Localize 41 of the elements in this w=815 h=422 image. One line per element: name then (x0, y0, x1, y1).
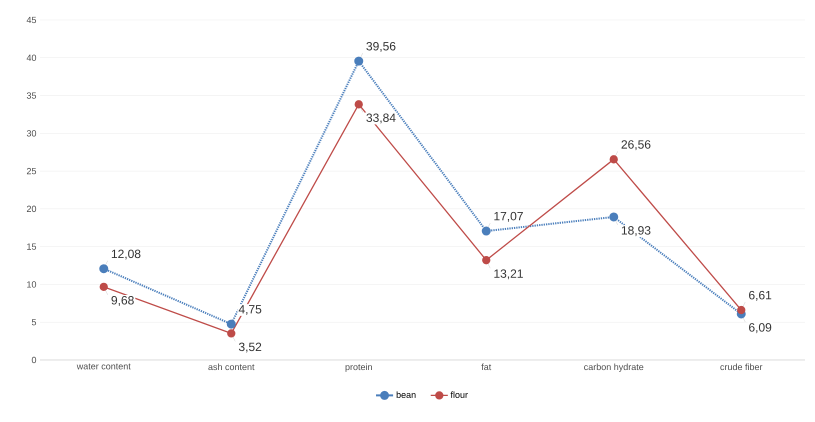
x-tick-label: fat (481, 364, 492, 370)
data-label: 17,07 (494, 212, 523, 222)
data-label: 26,56 (622, 140, 650, 150)
y-tick-label: 10 (27, 281, 36, 288)
x-tick-label: carbon hydrate (584, 364, 644, 372)
x-tick-label: protein (346, 364, 372, 372)
point (482, 226, 491, 236)
point (354, 100, 363, 108)
data-label: 13,21 (494, 269, 523, 280)
legend-label: bean (396, 391, 416, 398)
y-tick-label: 30 (26, 130, 36, 137)
point (737, 306, 746, 314)
data-label: 39,56 (366, 42, 396, 52)
data-label: 4,75 (238, 305, 262, 315)
y-tick-label: 5 (32, 319, 36, 326)
point (226, 320, 236, 329)
y-tick-label: 20 (26, 206, 36, 212)
legend-label: flour (450, 391, 468, 398)
x-tick-label: crude fiber (720, 364, 762, 370)
point (227, 329, 236, 338)
x-tick-label: ash content (208, 364, 254, 370)
point (100, 282, 108, 291)
y-tick-label: 45 (26, 16, 36, 24)
data-label: 9,68 (112, 296, 134, 306)
data-label: 6,09 (749, 323, 772, 334)
data-label: 12,08 (112, 250, 140, 260)
point (610, 155, 618, 164)
point (354, 56, 364, 66)
y-tick-label: 35 (26, 92, 36, 99)
point (482, 256, 490, 264)
data-label: 18,93 (622, 226, 650, 236)
data-label: 3,52 (238, 342, 262, 353)
data-label: 33,84 (366, 114, 396, 124)
y-tick-label: 40 (26, 54, 36, 61)
x-tick-label: water content (76, 364, 131, 370)
y-tick-label: 15 (27, 244, 36, 250)
y-tick-label: 0 (32, 356, 36, 364)
data-label: 6,61 (749, 290, 772, 301)
point (609, 212, 618, 222)
point (99, 264, 108, 274)
y-tick-label: 25 (26, 168, 36, 174)
